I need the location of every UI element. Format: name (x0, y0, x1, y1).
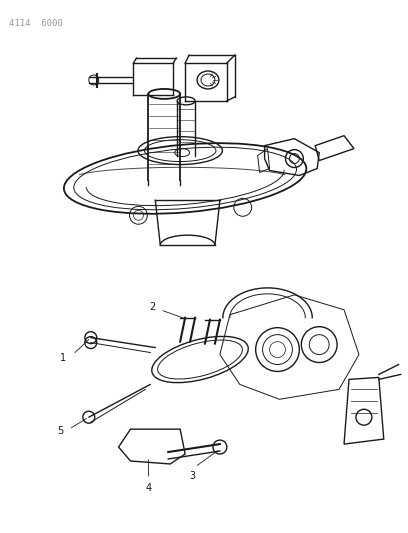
Text: 3: 3 (189, 471, 195, 481)
Text: 1: 1 (60, 352, 66, 362)
Text: 4114  6000: 4114 6000 (9, 19, 63, 28)
Text: 2: 2 (149, 302, 155, 312)
Text: 5: 5 (57, 426, 63, 436)
Text: 4: 4 (145, 483, 151, 493)
